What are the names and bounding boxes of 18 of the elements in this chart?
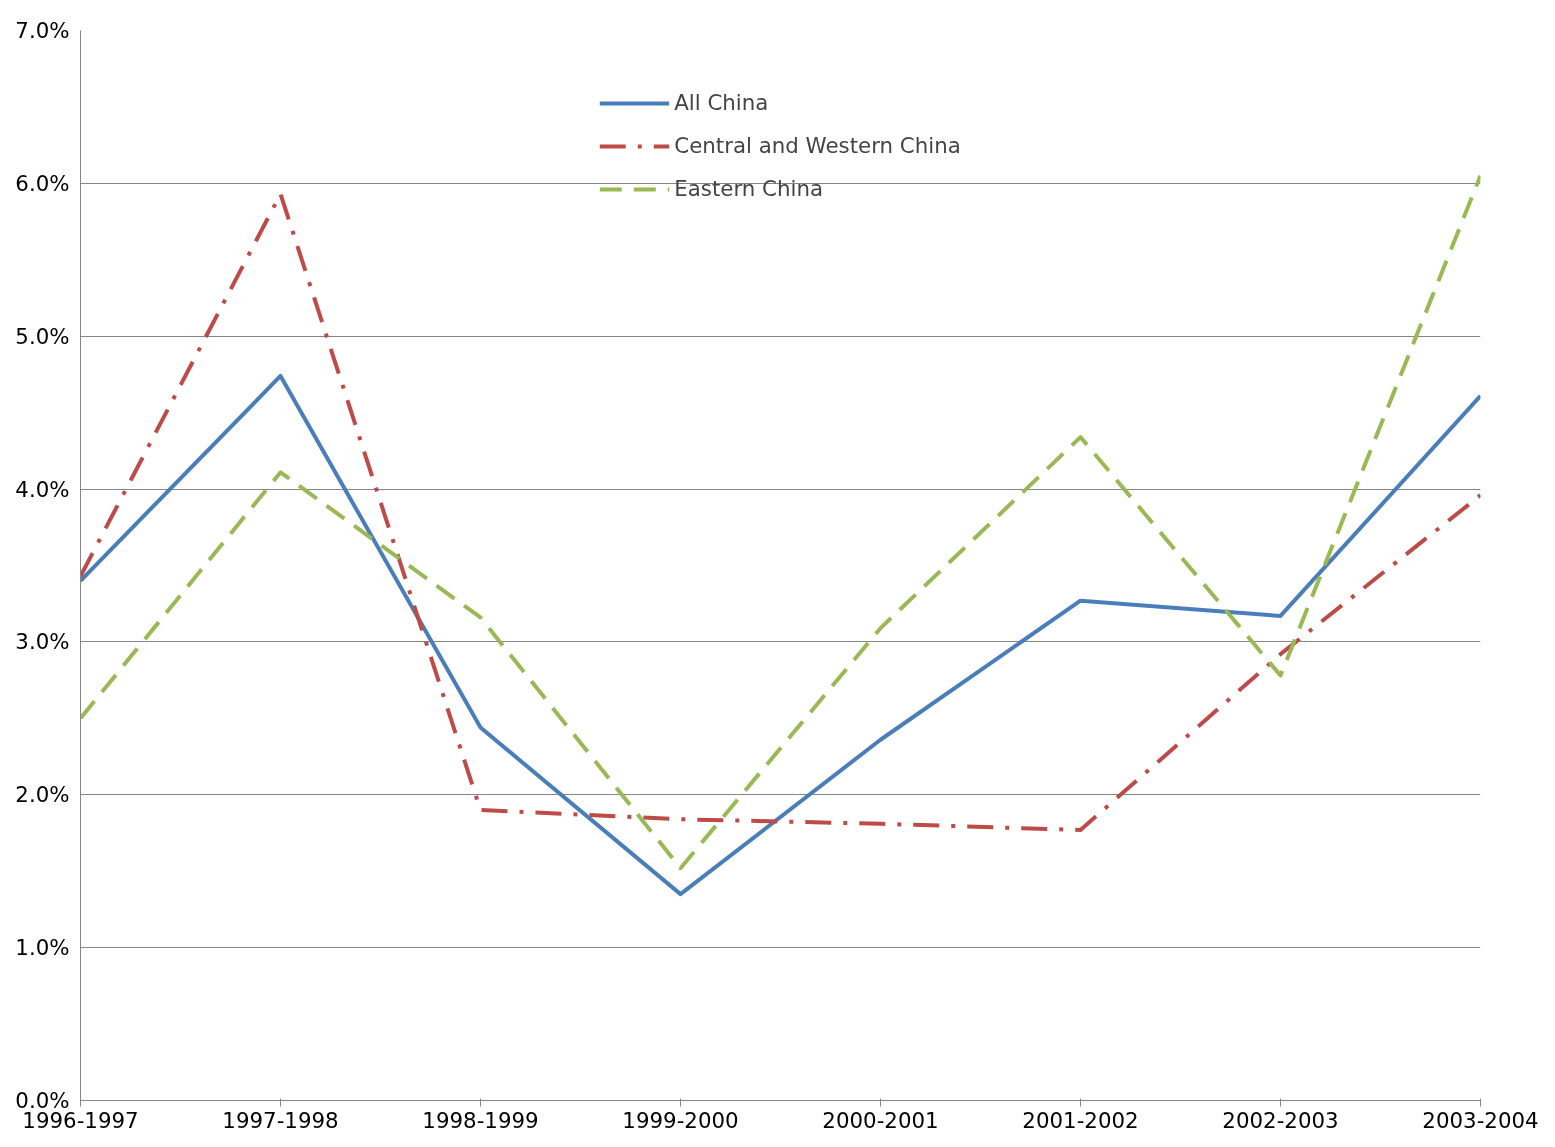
x-tick-label: 2002-2003 [1222, 1107, 1339, 1133]
x-tick-label: 2000-2001 [822, 1107, 939, 1133]
x-tick-label: 1997-1998 [222, 1107, 339, 1133]
y-tick-label: 7.0% [15, 18, 70, 43]
x-tick-label: 1999-2000 [622, 1107, 739, 1133]
y-tick-label: 1.0% [15, 935, 70, 961]
line-series [80, 373, 1481, 897]
x-tick-label: 2001-2002 [1022, 1107, 1139, 1133]
y-tick-label: 2.0% [15, 782, 70, 808]
x-tick-label: 2003-2004 [1422, 1107, 1539, 1133]
y-tick-label: 6.0% [15, 170, 70, 196]
y-tick-label: 4.0% [15, 476, 70, 502]
y-tick-label: 5.0% [15, 323, 70, 349]
legend-label: Central and Western China [674, 133, 961, 158]
y-tick-label: 3.0% [15, 629, 70, 655]
legend-label: All China [674, 90, 769, 115]
legend-label: Eastern China [674, 176, 824, 201]
x-tick-label: 1998-1999 [422, 1107, 539, 1133]
